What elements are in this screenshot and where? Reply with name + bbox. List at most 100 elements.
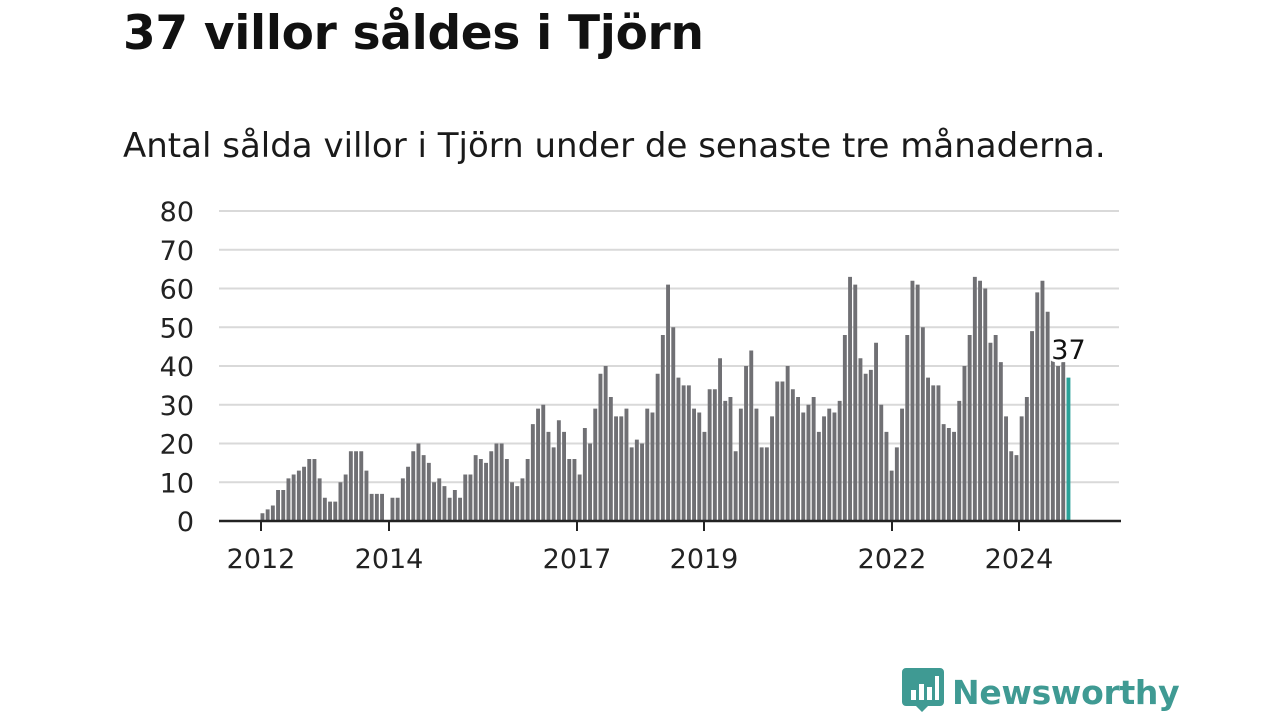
x-tick-label: 2024	[985, 544, 1054, 575]
bar	[369, 493, 374, 521]
bar	[629, 447, 634, 521]
bar	[1004, 416, 1008, 521]
y-tick-label: 60	[160, 275, 194, 306]
bar	[463, 474, 468, 521]
bar	[421, 455, 426, 521]
bar	[733, 451, 738, 521]
bar	[983, 288, 988, 521]
bar	[416, 443, 421, 521]
bar	[832, 412, 837, 521]
bar	[780, 381, 785, 521]
x-tick-label: 2019	[670, 544, 739, 575]
bar	[390, 497, 395, 521]
brand-logo[interactable]: Newsworthy	[902, 668, 1180, 716]
bar	[889, 470, 894, 521]
bar	[364, 470, 369, 521]
bar	[562, 431, 566, 521]
bar	[588, 443, 592, 521]
bar	[967, 335, 972, 521]
bar	[650, 412, 655, 521]
bar	[676, 377, 681, 521]
bar	[993, 335, 998, 521]
bar	[359, 451, 364, 521]
bar	[962, 366, 967, 521]
bar-highlighted	[1066, 377, 1071, 521]
bar	[317, 478, 322, 521]
bar	[567, 459, 572, 521]
bar	[1045, 311, 1050, 521]
bar	[328, 501, 332, 521]
bar	[281, 490, 286, 521]
chart-subtitle: Antal sålda villor i Tjörn under de sena…	[123, 126, 1106, 166]
bar	[1035, 292, 1040, 521]
bar	[744, 366, 748, 521]
bar	[712, 389, 717, 521]
bar	[894, 447, 899, 521]
bar	[322, 497, 327, 521]
bar	[697, 412, 702, 521]
bar	[276, 490, 280, 521]
bar	[957, 400, 962, 521]
bar	[265, 509, 270, 521]
bar	[879, 404, 884, 521]
bar	[489, 451, 494, 521]
bar	[801, 412, 806, 521]
bar	[380, 493, 384, 521]
y-tick-label: 0	[177, 507, 194, 538]
data-labels: 37	[1048, 332, 1088, 369]
bar	[260, 513, 265, 521]
y-tick-label: 50	[160, 313, 194, 344]
bar	[1061, 362, 1066, 521]
bar	[837, 400, 842, 521]
bar	[478, 459, 483, 521]
bar	[452, 490, 457, 521]
bar	[1019, 416, 1024, 521]
bar	[536, 408, 540, 521]
bars	[260, 276, 1071, 521]
bar	[525, 459, 530, 521]
bar	[946, 428, 951, 521]
bar	[556, 420, 561, 521]
bar	[302, 466, 306, 521]
bar	[702, 431, 707, 521]
y-axis-ticks: 0 10 20 30 40 50 60 70 80	[160, 197, 194, 538]
bar	[936, 385, 941, 521]
bar	[874, 342, 878, 521]
bar	[764, 447, 769, 521]
bar	[634, 439, 639, 521]
bar	[572, 459, 577, 521]
bar	[577, 474, 582, 521]
bar	[432, 482, 436, 521]
bar	[718, 358, 722, 521]
bar	[510, 482, 514, 521]
bar	[286, 478, 291, 521]
bar	[853, 284, 858, 521]
bar	[775, 381, 780, 521]
bar	[338, 482, 343, 521]
y-tick-label: 10	[160, 468, 194, 499]
bar	[926, 377, 930, 521]
bar	[796, 397, 800, 521]
bar	[354, 451, 358, 521]
bar	[614, 416, 618, 521]
bar	[640, 443, 644, 521]
newsworthy-chart-icon	[902, 668, 944, 716]
bar	[645, 408, 650, 521]
bar	[806, 404, 811, 521]
x-tick-label: 2012	[227, 544, 296, 575]
bar	[541, 404, 546, 521]
bar	[348, 451, 353, 521]
bar	[426, 462, 431, 521]
bar	[1040, 280, 1045, 521]
bar	[915, 284, 920, 521]
bar	[707, 389, 712, 521]
bar	[374, 493, 379, 521]
bar	[296, 470, 301, 521]
bar	[582, 428, 587, 521]
bar	[307, 459, 312, 521]
bar	[900, 408, 904, 521]
bar	[291, 474, 296, 521]
x-axis-ticks: 2012 2014 2017 2019 2022 2024	[227, 521, 1054, 575]
bar	[692, 408, 696, 521]
